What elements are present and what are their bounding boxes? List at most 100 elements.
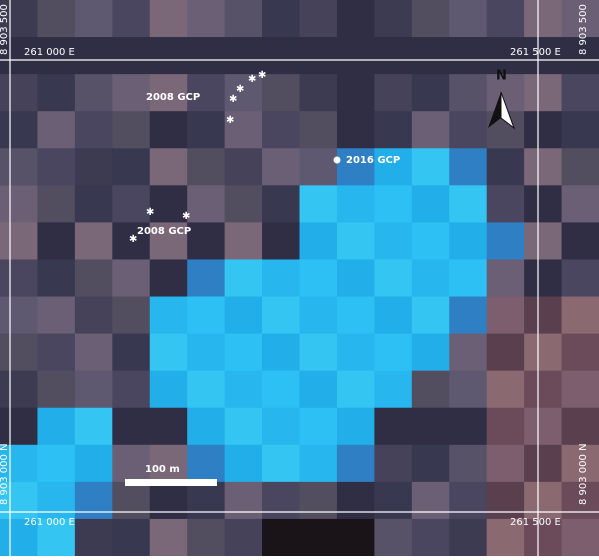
- pixel: [0, 370, 38, 409]
- pixel: [0, 185, 38, 223]
- pixel: [449, 444, 488, 483]
- pixel: [486, 0, 525, 38]
- pixel: [149, 37, 188, 75]
- svg-text:✱: ✱: [236, 84, 244, 95]
- pixel: [449, 185, 488, 223]
- svg-text:✱: ✱: [258, 70, 266, 81]
- pixel: [0, 407, 38, 446]
- pixel: [486, 185, 525, 223]
- pixel: [486, 481, 525, 520]
- pixel: [561, 296, 599, 335]
- pixel: [524, 111, 563, 149]
- pixel: [561, 407, 599, 446]
- pixel: [524, 148, 563, 186]
- pixel: [224, 518, 263, 557]
- svg-text:✱: ✱: [129, 234, 137, 245]
- pixel: [37, 148, 76, 186]
- pixel: [262, 74, 300, 112]
- pixel: [561, 444, 599, 483]
- pixel: [561, 222, 599, 260]
- pixel: [524, 296, 563, 335]
- pixel: [524, 74, 563, 112]
- pixel: [0, 148, 38, 186]
- pixel: [336, 111, 375, 149]
- pixel: [37, 518, 76, 557]
- pixel: [524, 407, 563, 446]
- pixel: [486, 407, 525, 446]
- pixel: [449, 370, 488, 409]
- pixel: [0, 37, 38, 75]
- pixel: [336, 37, 375, 75]
- pixel: [449, 74, 488, 112]
- grid-label: 261 000 E: [24, 47, 75, 58]
- pixel: [187, 148, 226, 186]
- pixel: [411, 407, 450, 446]
- pixel: [74, 370, 113, 409]
- pixel: [149, 0, 188, 38]
- pixel: [262, 259, 300, 298]
- pixel: [374, 185, 413, 223]
- pixel: [486, 296, 525, 335]
- pixel: [112, 518, 151, 557]
- pixel: [411, 370, 450, 409]
- pixel: [112, 333, 151, 372]
- pixel: [336, 481, 375, 520]
- pixel: [411, 259, 450, 298]
- pixel: [336, 222, 375, 260]
- pixel: [0, 296, 38, 335]
- pixel: [411, 148, 450, 186]
- pixel: [0, 0, 38, 38]
- pixel: [262, 111, 300, 149]
- pixel: [149, 333, 188, 372]
- pixel: [187, 111, 226, 149]
- pixel: [149, 259, 188, 298]
- pixel: [187, 296, 226, 335]
- pixel: [336, 296, 375, 335]
- pixel: [486, 148, 525, 186]
- pixel: [486, 222, 525, 260]
- pixel: [224, 296, 263, 335]
- pixel: [336, 407, 375, 446]
- pixel: [411, 333, 450, 372]
- pixel: [149, 111, 188, 149]
- pixel: [112, 74, 151, 112]
- pixel: [224, 222, 263, 260]
- pixel: [187, 37, 226, 75]
- pixel: [299, 148, 338, 186]
- pixel: [374, 333, 413, 372]
- pixel: [0, 74, 38, 112]
- north-arrow: N: [488, 69, 516, 130]
- point-label: 2016 GCP: [346, 155, 400, 166]
- pixel: [262, 407, 300, 446]
- pixel: [149, 185, 188, 223]
- pixel: [299, 185, 338, 223]
- svg-text:✱: ✱: [182, 211, 190, 222]
- pixel: [411, 481, 450, 520]
- pixel: [486, 444, 525, 483]
- grid-label: 8 903 500 N: [0, 0, 10, 55]
- pixel: [149, 148, 188, 186]
- pixel: [486, 259, 525, 298]
- pixel: [411, 0, 450, 38]
- pixel: [0, 481, 38, 520]
- pixel: [449, 37, 488, 75]
- pixel: [37, 444, 76, 483]
- pixel: [0, 222, 38, 260]
- pixel: [561, 37, 599, 75]
- pixel: [149, 74, 188, 112]
- point-label: 2008 GCP: [146, 92, 200, 103]
- pixel: [37, 37, 76, 75]
- pixel: [299, 37, 338, 75]
- pixel: [449, 259, 488, 298]
- pixel: [187, 407, 226, 446]
- pixel: [74, 74, 113, 112]
- pixel: [262, 222, 300, 260]
- pixel: [262, 296, 300, 335]
- pixel: [74, 185, 113, 223]
- pixel: [112, 370, 151, 409]
- pixel: [449, 222, 488, 260]
- pixel: [224, 259, 263, 298]
- pixel: [112, 481, 151, 520]
- pixel: [37, 296, 76, 335]
- pixel: [74, 0, 113, 38]
